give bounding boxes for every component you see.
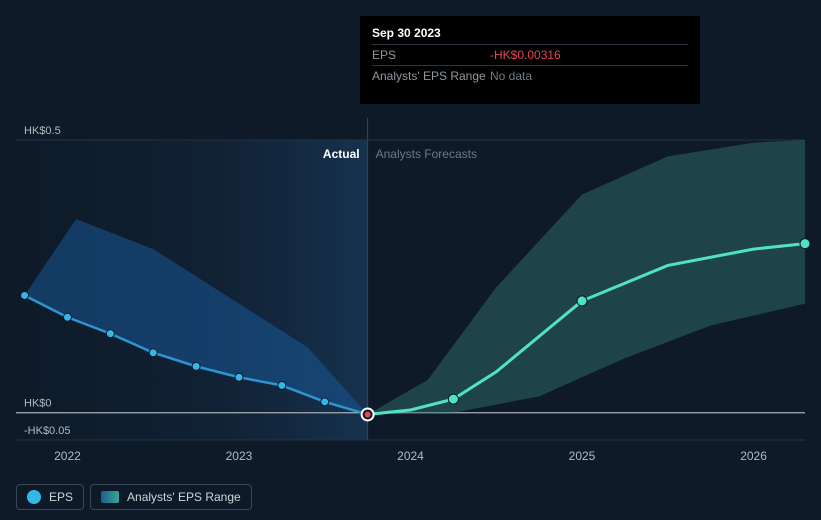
eps-point[interactable] — [235, 373, 243, 381]
tooltip-row: Analysts' EPS RangeNo data — [372, 65, 688, 86]
eps-point[interactable] — [106, 330, 114, 338]
eps-chart: HK$0.5 HK$0 -HK$0.05 Actual Analysts Forecas… — [0, 0, 821, 520]
eps-point[interactable] — [21, 291, 29, 299]
highlight-marker-dot — [365, 411, 371, 417]
legend-swatch-area — [101, 491, 119, 503]
tooltip-title: Sep 30 2023 — [372, 26, 688, 40]
tooltip-key: EPS — [372, 48, 490, 62]
legend-swatch-dot — [27, 490, 41, 504]
tooltip-row: EPS-HK$0.00316 — [372, 44, 688, 65]
y-tick-label: -HK$0.05 — [24, 425, 70, 437]
x-tick-label: 2022 — [54, 449, 81, 463]
x-tick-label: 2026 — [740, 449, 767, 463]
eps-point[interactable] — [63, 313, 71, 321]
eps-forecast-point[interactable] — [448, 394, 458, 404]
legend-label: Analysts' EPS Range — [127, 490, 241, 504]
y-tick-label: HK$0 — [24, 398, 52, 410]
x-tick-label: 2024 — [397, 449, 424, 463]
chart-legend: EPS Analysts' EPS Range — [16, 484, 252, 510]
legend-item[interactable]: Analysts' EPS Range — [90, 484, 252, 510]
eps-point[interactable] — [192, 362, 200, 370]
tooltip-value: No data — [490, 69, 532, 83]
eps-forecast-point[interactable] — [577, 296, 587, 306]
eps-forecast-point[interactable] — [800, 239, 810, 249]
x-tick-label: 2023 — [226, 449, 253, 463]
tooltip-value: -HK$0.00316 — [490, 48, 561, 62]
chart-tooltip: Sep 30 2023 EPS-HK$0.00316Analysts' EPS … — [360, 16, 700, 104]
eps-point[interactable] — [321, 398, 329, 406]
x-tick-label: 2025 — [569, 449, 596, 463]
eps-point[interactable] — [149, 349, 157, 357]
region-label-forecast: Analysts Forecasts — [376, 147, 477, 161]
legend-label: EPS — [49, 490, 73, 504]
y-tick-label: HK$0.5 — [24, 125, 61, 137]
legend-item[interactable]: EPS — [16, 484, 84, 510]
region-label-actual: Actual — [323, 147, 360, 161]
eps-point[interactable] — [278, 381, 286, 389]
tooltip-key: Analysts' EPS Range — [372, 69, 490, 83]
